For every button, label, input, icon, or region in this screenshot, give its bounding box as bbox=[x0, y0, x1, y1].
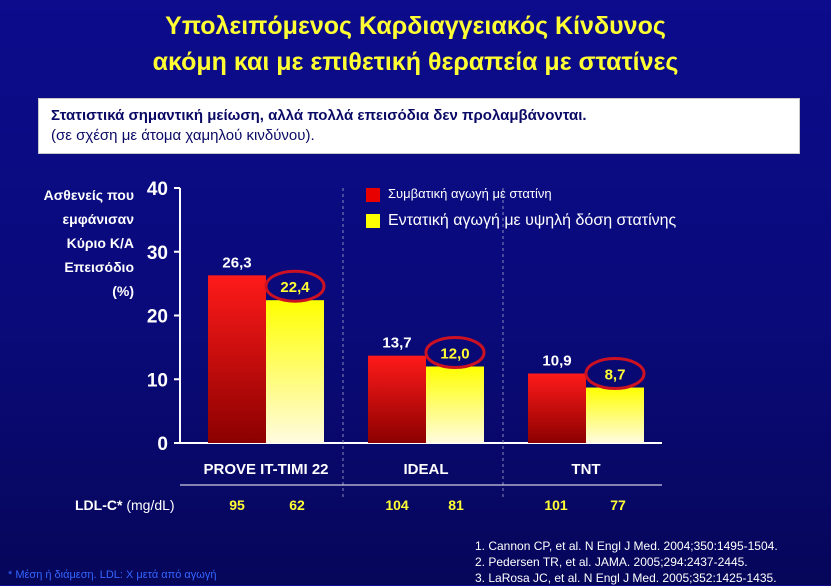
bar-intensive bbox=[426, 366, 484, 443]
data-label-intensive: 22,4 bbox=[280, 279, 310, 296]
bar-intensive bbox=[266, 300, 324, 443]
page-title-line1: Υπολειπόμενος Καρδιαγγειακός Κίνδυνος bbox=[165, 12, 666, 40]
data-label-intensive: 8,7 bbox=[605, 367, 626, 384]
legend-label-standard: Συμβατική αγωγή με στατίνη bbox=[388, 186, 552, 201]
bar-standard bbox=[368, 355, 426, 443]
ldl-value: 77 bbox=[610, 497, 626, 513]
legend-swatch-intensive bbox=[366, 213, 380, 228]
ldl-value: 104 bbox=[385, 497, 409, 513]
highlight-ring bbox=[584, 357, 646, 391]
category-label: PROVE IT-TIMI 22 bbox=[203, 461, 328, 478]
subtitle-box: Στατιστικά σημαντική μείωση, αλλά πολλά … bbox=[38, 98, 800, 154]
y-tick-label: 0 bbox=[157, 434, 168, 455]
y-tick-label: 40 bbox=[147, 179, 168, 200]
reference-item: 1. Cannon CP, et al. N Engl J Med. 2004;… bbox=[475, 539, 778, 553]
y-axis-label-line: (%) bbox=[112, 283, 134, 299]
reference-item: 3. LaRosa JC, et al. N Engl J Med. 2005;… bbox=[475, 571, 777, 585]
data-label-standard: 26,3 bbox=[222, 254, 251, 271]
y-axis-label: Ασθενείς που εμφάνισαν Κύριο Κ/Α Επεισόδ… bbox=[12, 183, 134, 303]
subtitle-line1: Στατιστικά σημαντική μείωση, αλλά πολλά … bbox=[51, 107, 587, 124]
y-tick-label: 20 bbox=[147, 307, 168, 328]
ldl-value: 62 bbox=[289, 497, 305, 513]
y-axis-label-line: Κύριο Κ/Α bbox=[66, 235, 134, 251]
chart-bars bbox=[208, 275, 644, 443]
legend-swatch-standard bbox=[366, 187, 380, 202]
references: 1. Cannon CP, et al. N Engl J Med. 2004;… bbox=[475, 538, 778, 586]
y-tick-label: 10 bbox=[147, 370, 168, 391]
highlight-ring bbox=[264, 269, 326, 303]
category-label: IDEAL bbox=[404, 461, 449, 478]
legend-label-intensive: Εντατική αγωγή με υψηλή δόση στατίνης bbox=[388, 212, 677, 229]
data-label-standard: 13,7 bbox=[382, 335, 411, 352]
ldl-value: 81 bbox=[448, 497, 464, 513]
reference-item: 2. Pedersen TR, et al. JAMA. 2005;294:24… bbox=[475, 555, 748, 569]
y-axis-label-line: εμφάνισαν bbox=[62, 211, 134, 227]
data-label-standard: 10,9 bbox=[542, 353, 571, 370]
highlight-ring bbox=[424, 336, 486, 369]
chart-labels: 26,3 22,4 PROVE IT-TIMI 22 13,7 12,0 IDEAL 10,… bbox=[203, 254, 646, 478]
footnote: * Μέση ή διάμεση. LDL: Χ μετά από αγωγή bbox=[8, 569, 217, 581]
ldl-value: 95 bbox=[229, 497, 245, 513]
bar-standard bbox=[208, 275, 266, 443]
bar-standard bbox=[528, 373, 586, 443]
y-axis-label-line: Ασθενείς που bbox=[43, 187, 134, 203]
ldl-label: LDL-C* (mg/dL) bbox=[75, 497, 175, 513]
bar-intensive bbox=[586, 387, 644, 443]
legend-item-standard: Συμβατική αγωγή με στατίνη bbox=[366, 186, 552, 202]
category-label: TNT bbox=[571, 461, 600, 478]
ldl-label-text: LDL-C* bbox=[75, 497, 123, 513]
ldl-value: 101 bbox=[544, 497, 568, 513]
y-tick-label: 30 bbox=[147, 243, 168, 264]
data-label-intensive: 12,0 bbox=[440, 346, 469, 363]
y-axis-label-line: Επεισόδιο bbox=[64, 259, 134, 275]
legend-item-intensive: Εντατική αγωγή με υψηλή δόση στατίνης bbox=[366, 212, 676, 230]
subtitle-line2: (σε σχέση με άτομα χαμηλού κινδύνου). bbox=[51, 127, 315, 144]
page-title-line2: ακόμη και με επιθετική θεραπεία με στατί… bbox=[152, 48, 679, 76]
ldl-unit: (mg/dL) bbox=[126, 497, 175, 513]
